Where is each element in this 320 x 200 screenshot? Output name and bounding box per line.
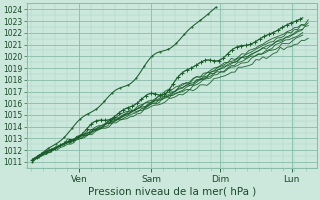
X-axis label: Pression niveau de la mer( hPa ): Pression niveau de la mer( hPa ): [88, 187, 256, 197]
